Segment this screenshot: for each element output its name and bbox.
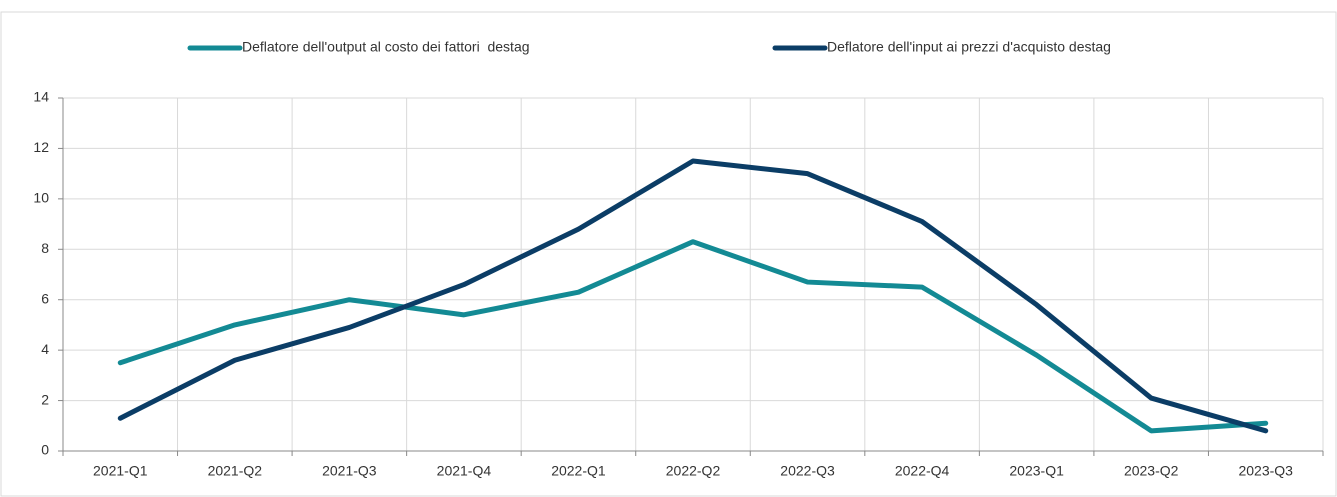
x-tick-label: 2021-Q2 <box>208 463 263 479</box>
x-tick-label: 2022-Q3 <box>780 463 835 479</box>
y-tick-label: 12 <box>33 139 49 155</box>
y-tick-label: 4 <box>41 341 49 357</box>
y-tick-label: 6 <box>41 290 49 306</box>
legend-label: Deflatore dell'output al costo dei fatto… <box>242 39 530 55</box>
series-line <box>117 239 1269 434</box>
x-tick-label: 2022-Q2 <box>666 463 721 479</box>
x-tick-label: 2023-Q1 <box>1009 463 1064 479</box>
series-line <box>117 158 1269 434</box>
legend-label: Deflatore dell'input ai prezzi d'acquist… <box>827 39 1111 55</box>
y-tick-label: 0 <box>41 442 49 458</box>
y-tick-label: 14 <box>33 89 49 105</box>
x-tick-label: 2023-Q2 <box>1124 463 1179 479</box>
x-tick-label: 2022-Q1 <box>551 463 606 479</box>
y-tick-label: 2 <box>41 391 49 407</box>
x-tick-label: 2021-Q3 <box>322 463 377 479</box>
x-tick-label: 2022-Q4 <box>895 463 950 479</box>
x-tick-label: 2023-Q3 <box>1238 463 1293 479</box>
y-tick-label: 8 <box>41 240 49 256</box>
y-tick-label: 10 <box>33 190 49 206</box>
x-tick-label: 2021-Q1 <box>93 463 148 479</box>
x-tick-label: 2021-Q4 <box>437 463 492 479</box>
